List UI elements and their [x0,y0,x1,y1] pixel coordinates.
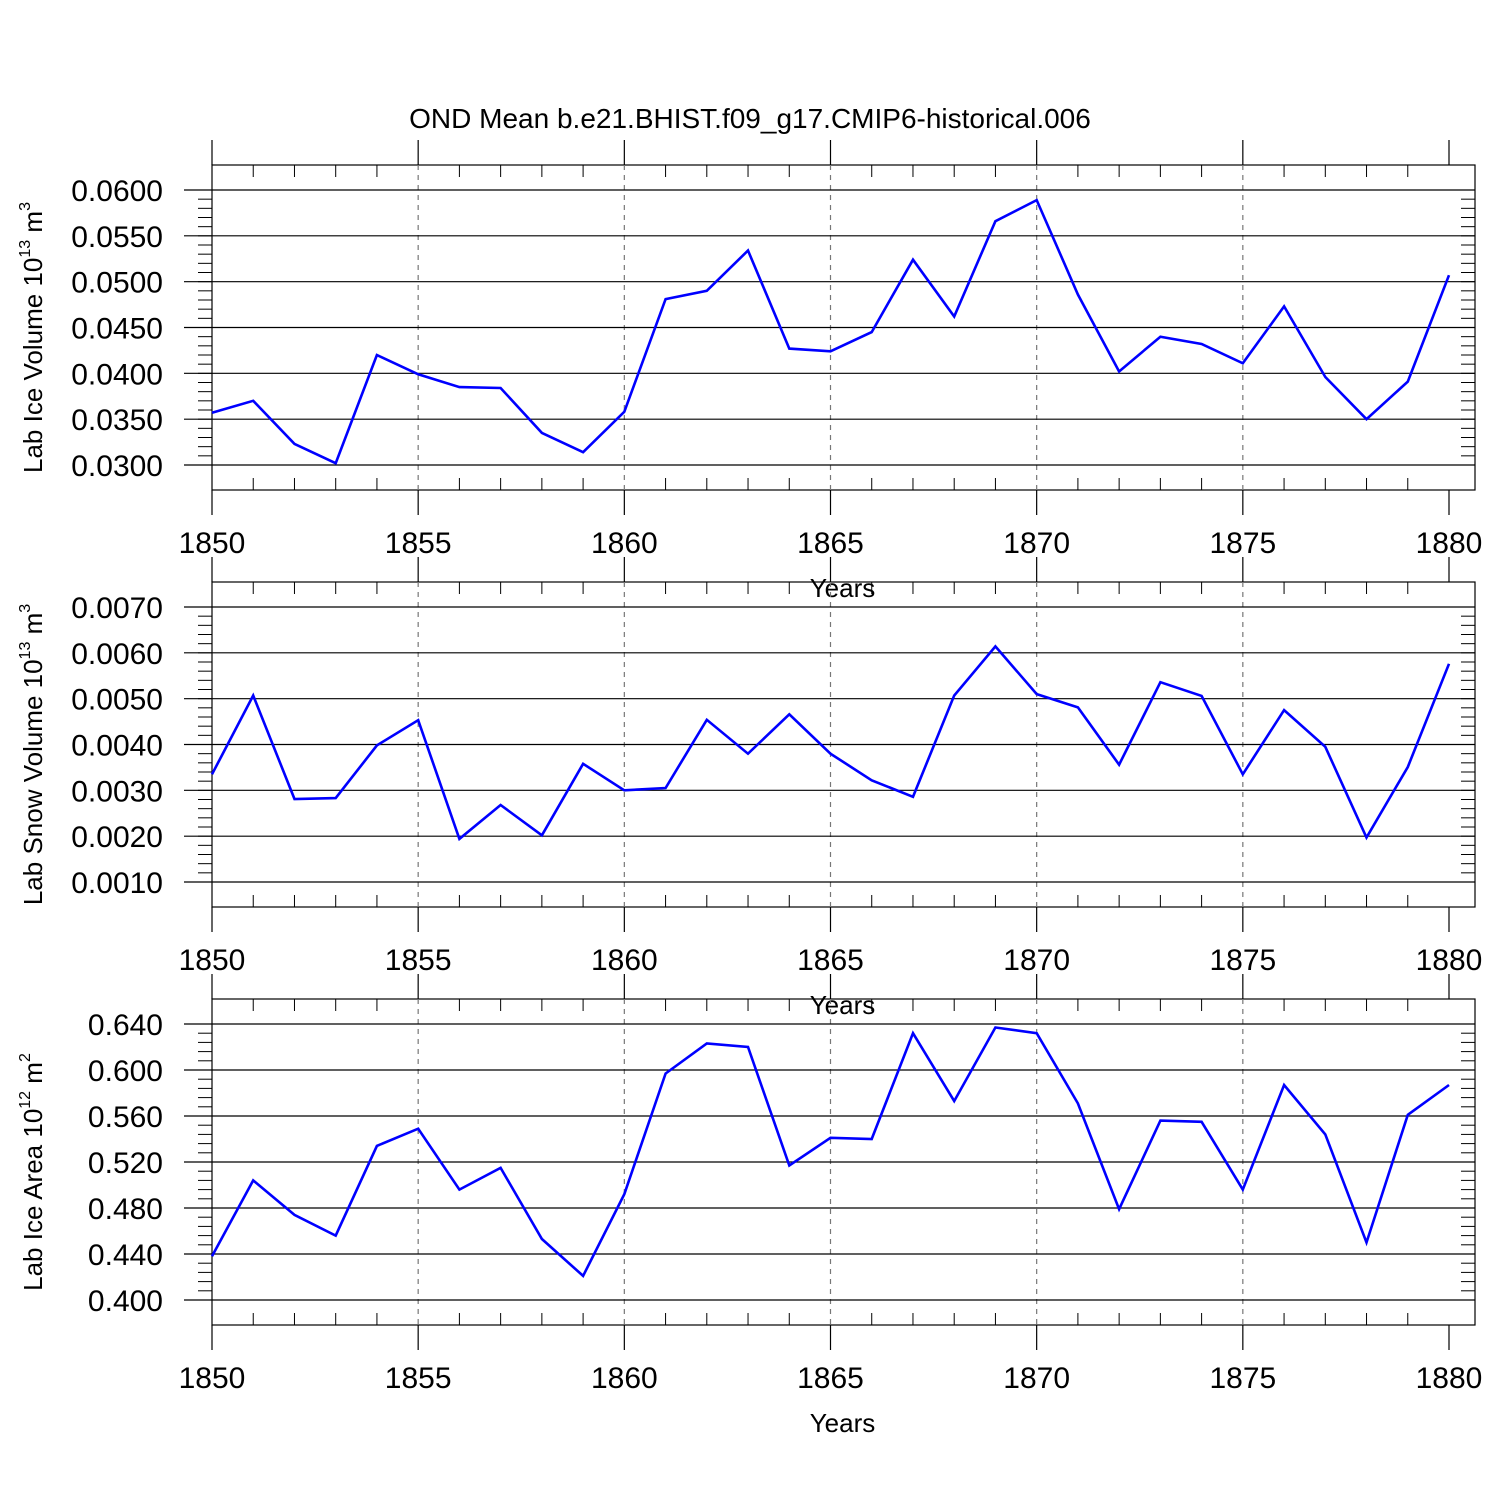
series-line [210,644,1451,842]
x-tick-label: 1880 [1416,527,1483,560]
x-tick-label: 1880 [1416,944,1483,977]
y-axis-label: Lab Ice Area 1012 m2 [17,1053,48,1291]
y-tick-label: 0.0600 [71,175,163,208]
x-axis-label: Years [810,990,876,1020]
x-tick-label: 1865 [797,527,864,560]
series-line [211,198,1451,465]
x-tick-label: 1870 [1003,527,1070,560]
y-tick-label: 0.0030 [71,775,163,808]
x-tick-label: 1875 [1209,944,1276,977]
y-tick-label: 0.0300 [71,450,163,483]
y-axis-label: Lab Ice Volume 1013 m3 [17,202,48,473]
y-tick-label: 0.0500 [71,267,163,300]
x-axis-label: Years [810,1408,876,1438]
y-axis-label: Lab Snow Volume 1013 m3 [17,604,48,905]
y-tick-label: 0.0040 [71,730,163,763]
x-tick-label: 1875 [1209,527,1276,560]
x-tick-label: 1875 [1209,1362,1276,1395]
x-tick-label: 1865 [797,944,864,977]
y-tick-label: 0.0350 [71,404,163,437]
y-axis-label-text: m [18,211,48,240]
x-tick-label: 1850 [179,527,246,560]
y-tick-label: 0.0060 [71,638,163,671]
x-tick-label: 1860 [591,1362,658,1395]
y-tick-label: 0.0020 [71,821,163,854]
x-tick-label: 1880 [1416,1362,1483,1395]
y-axis-label-exponent: 3 [17,604,34,613]
y-axis-label-exponent: 13 [17,642,34,660]
x-tick-label: 1855 [385,527,452,560]
x-tick-label: 1870 [1003,1362,1070,1395]
figure-title: OND Mean b.e21.BHIST.f09_g17.CMIP6-histo… [409,103,1091,134]
y-axis-label-exponent: 3 [17,202,34,211]
x-tick-label: 1855 [385,944,452,977]
y-axis-label-exponent: 12 [17,1091,34,1109]
y-axis-label-text: Lab Ice Area 10 [18,1109,48,1291]
x-axis-label: Years [810,573,876,603]
y-axis-label-text: m [18,613,48,642]
y-tick-label: 0.400 [88,1285,163,1318]
y-tick-label: 0.600 [88,1055,163,1088]
x-tick-label: 1870 [1003,944,1070,977]
panels: 0.0300 0.0350 0.0400 0.0450 0.0500 0.0550 0.06… [17,140,1482,1438]
y-axis-label-exponent: 2 [17,1053,34,1062]
chart-panel-1: 0.0300 0.0350 0.0400 0.0450 0.0500 0.0550 0.06… [17,140,1482,603]
x-tick-label: 1850 [179,1362,246,1395]
y-tick-label: 0.0050 [71,684,163,717]
y-tick-label: 0.440 [88,1239,163,1272]
y-axis-label-text: m [18,1062,48,1091]
y-tick-label: 0.520 [88,1147,163,1180]
x-tick-label: 1860 [591,527,658,560]
x-tick-label: 1850 [179,944,246,977]
x-tick-label: 1865 [797,1362,864,1395]
y-axis-label-text: Lab Ice Volume 10 [18,258,48,473]
chart-panel-3: 0.400 0.440 0.480 0.520 0.560 0.600 0.640 1850 1… [17,974,1482,1438]
x-tick-label: 1860 [591,944,658,977]
y-axis-label-text: Lab Snow Volume 10 [18,659,48,905]
y-tick-label: 0.640 [88,1009,163,1042]
y-tick-label: 0.0450 [71,313,163,346]
x-tick-label: 1855 [385,1362,452,1395]
y-tick-label: 0.560 [88,1101,163,1134]
chart-panel-2: 0.0010 0.0020 0.0030 0.0040 0.0050 0.0060 0.00… [17,557,1482,1020]
y-axis-label-exponent: 13 [17,240,34,258]
series-line [210,1026,1450,1279]
y-tick-label: 0.0070 [71,592,163,625]
y-tick-label: 0.0550 [71,221,163,254]
y-tick-label: 0.0010 [71,867,163,900]
y-tick-label: 0.0400 [71,358,163,391]
y-tick-label: 0.480 [88,1193,163,1226]
